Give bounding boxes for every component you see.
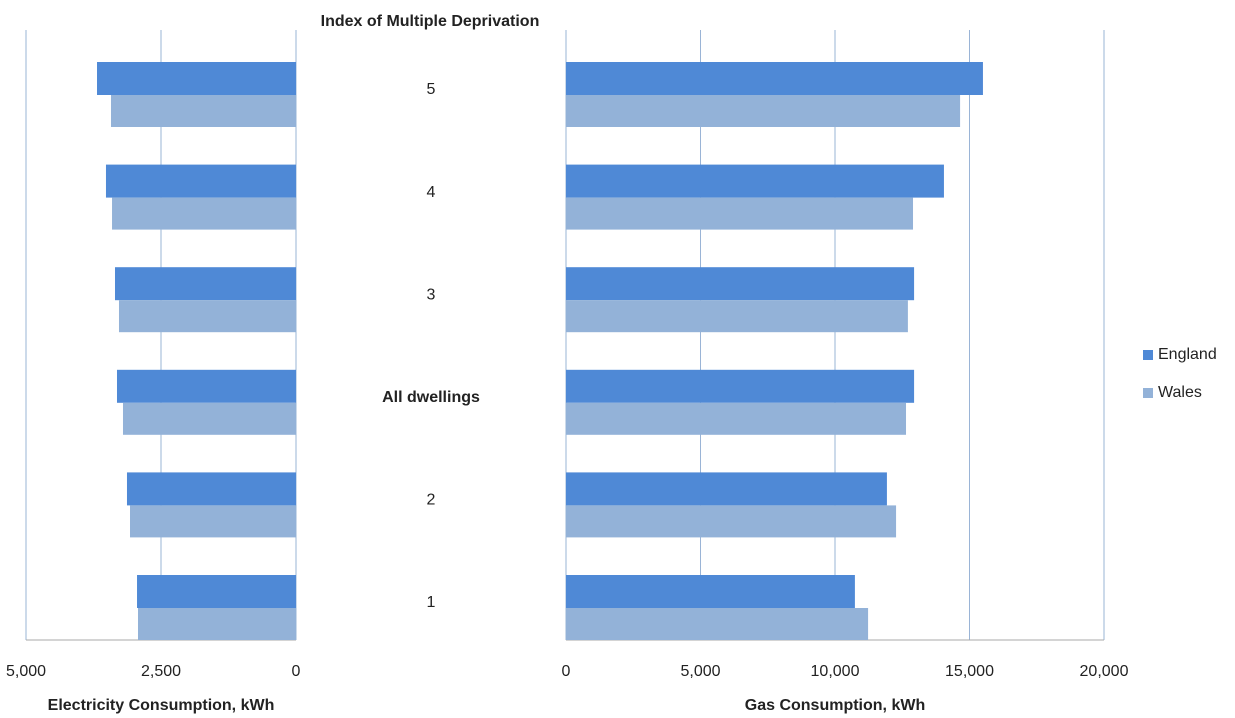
bar <box>566 402 907 435</box>
x-axis-label: Electricity Consumption, kWh <box>48 697 275 714</box>
bar <box>137 608 296 640</box>
category-label: All dwellings <box>382 389 480 406</box>
bar <box>566 197 914 230</box>
bar <box>566 608 869 640</box>
legend-swatch <box>1143 388 1153 398</box>
x-tick-label: 0 <box>562 663 571 680</box>
bar <box>566 369 915 403</box>
bar <box>126 472 296 506</box>
x-tick-label: 2,500 <box>141 663 181 680</box>
bar <box>137 575 296 608</box>
bar <box>114 267 296 301</box>
x-tick-label: 10,000 <box>811 663 860 680</box>
bar <box>112 197 296 230</box>
x-tick-label: 15,000 <box>945 663 994 680</box>
legend-swatch <box>1143 350 1153 360</box>
chart-title: Index of Multiple Deprivation <box>321 13 540 30</box>
x-tick-label: 5,000 <box>6 663 46 680</box>
bar <box>97 62 296 95</box>
legend-label: England <box>1158 346 1217 363</box>
bar <box>116 369 297 403</box>
x-axis-label: Gas Consumption, kWh <box>745 697 925 714</box>
bar <box>566 164 944 198</box>
category-label: 3 <box>427 286 436 303</box>
legend-label: Wales <box>1158 384 1202 401</box>
bar <box>566 575 855 608</box>
bar <box>118 300 296 333</box>
bar <box>566 472 887 506</box>
bar <box>130 505 296 538</box>
x-tick-label: 20,000 <box>1080 663 1129 680</box>
bar <box>566 95 961 127</box>
bar <box>566 505 897 538</box>
category-label: 1 <box>427 594 436 611</box>
bar <box>105 164 296 198</box>
category-label: 5 <box>427 81 436 98</box>
bar <box>566 62 983 95</box>
bar <box>110 95 296 127</box>
bar <box>566 267 915 301</box>
category-label: 4 <box>427 184 436 201</box>
bar <box>122 402 296 435</box>
category-label: 2 <box>427 492 436 509</box>
x-tick-label: 0 <box>292 663 301 680</box>
bar <box>566 300 908 333</box>
x-tick-label: 5,000 <box>680 663 720 680</box>
